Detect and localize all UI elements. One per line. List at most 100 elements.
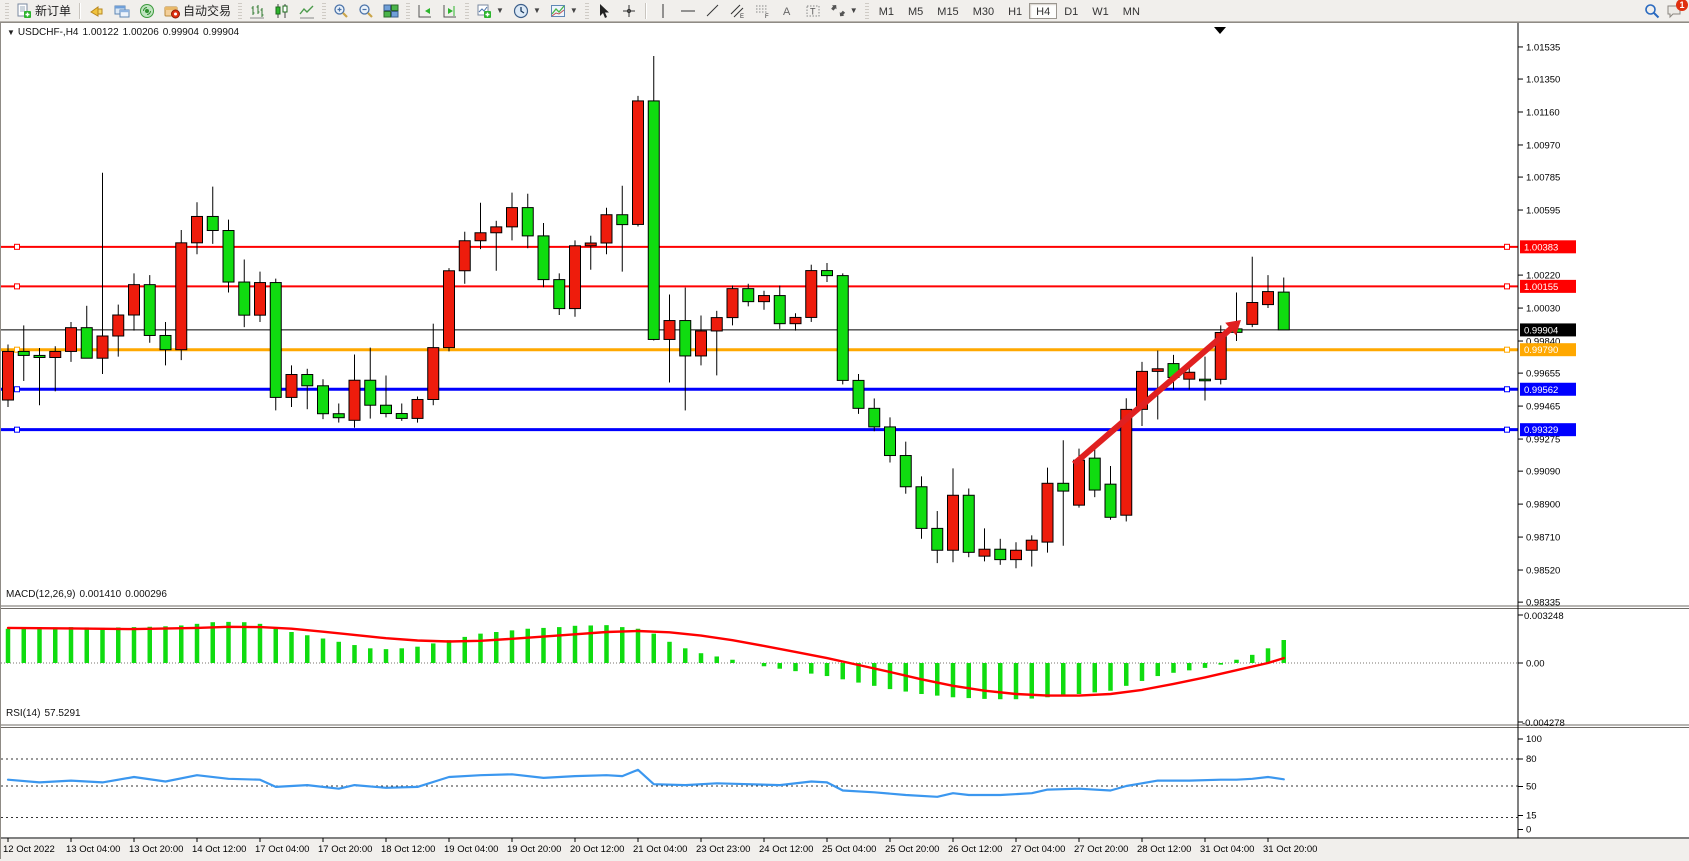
time-axis-area[interactable] — [1, 839, 1689, 861]
time-tick-label: 23 Oct 23:00 — [696, 844, 750, 855]
chevron-down-icon: ▼ — [7, 28, 15, 37]
equidistant-channel-button[interactable]: E — [726, 2, 750, 19]
terminal-windows-icon — [114, 5, 130, 17]
line-handle-pivot-orange[interactable] — [14, 346, 20, 353]
new-chart-button[interactable]: ▼ — [472, 2, 508, 19]
toolbar-grip[interactable] — [465, 2, 470, 19]
time-tick-label: 12 Oct 2022 — [3, 844, 55, 855]
timeframe-h1[interactable]: H1 — [1008, 5, 1023, 18]
candle-bear — [962, 494, 975, 553]
terminal-button[interactable] — [110, 2, 134, 19]
search-icon[interactable] — [1644, 3, 1660, 19]
text-label-button[interactable]: T — [801, 2, 825, 19]
price-line-label-box — [1520, 423, 1576, 437]
bar-chart-button[interactable] — [245, 2, 269, 19]
crosshair-button[interactable] — [617, 2, 641, 19]
timeframe-h4[interactable]: H4 — [1029, 2, 1058, 19]
new-order-button[interactable]: 新订单 — [12, 2, 75, 19]
price-line-label: 1.00155 — [1524, 282, 1558, 293]
timeframe-w1[interactable]: W1 — [1092, 5, 1109, 18]
candle-bull — [112, 314, 125, 337]
periods-icon — [513, 3, 529, 18]
timeframe-d1[interactable]: D1 — [1064, 5, 1079, 18]
chart-canvas[interactable]: 1.01535 1.01350 1.01160 1.00970 1.00785 1.005… — [1, 23, 1689, 861]
time-tick-label: 19 Oct 04:00 — [444, 844, 498, 855]
bar-close: 0.99904 — [202, 27, 240, 38]
toolbar-grip[interactable] — [238, 2, 243, 19]
toolbar-grip[interactable] — [864, 2, 869, 19]
line-chart-button[interactable] — [295, 2, 319, 19]
line-handle-support-1[interactable] — [14, 386, 20, 393]
fibonacci-button[interactable]: F — [751, 2, 775, 19]
candle-bear — [364, 379, 377, 406]
timeframe-m1[interactable]: M1 — [878, 5, 894, 18]
vertical-line-button[interactable] — [651, 2, 675, 19]
candle-bull — [474, 232, 487, 242]
periods-button[interactable]: ▼ — [509, 2, 545, 19]
price-line-label: 0.99904 — [1524, 325, 1558, 336]
candle-bear — [931, 527, 944, 551]
candle-bull — [1025, 539, 1038, 551]
trendline-button[interactable] — [701, 2, 725, 19]
signals-button[interactable] — [135, 2, 159, 19]
candle-bull — [1214, 332, 1227, 380]
candle-bull — [584, 242, 597, 247]
toolbar-grip[interactable] — [406, 2, 411, 19]
price-tick-label: 1.00785 — [1526, 173, 1560, 184]
text-button[interactable]: A — [776, 2, 800, 19]
symbol-label[interactable]: ▼ USDCHF-,H4 1.00122 1.00206 0.99904 0.99904 — [7, 27, 239, 38]
auto-scroll-button[interactable] — [413, 2, 437, 19]
toolbar-grip[interactable] — [322, 2, 327, 19]
line-handle-resistance-1[interactable] — [1504, 243, 1510, 250]
zoom-in-button[interactable] — [329, 2, 353, 19]
candle-bear — [994, 548, 1007, 561]
time-tick-label: 31 Oct 20:00 — [1263, 844, 1317, 855]
trend-arrow-line[interactable] — [1072, 324, 1236, 467]
arrows-button[interactable]: ▼ — [826, 2, 862, 19]
price-line-label-box — [1520, 382, 1576, 396]
macd-indicator-label: MACD(12,26,9) 0.001410 0.000296 — [6, 589, 167, 600]
zoom-out-button[interactable] — [354, 2, 378, 19]
fibonacci-icon: F — [755, 5, 769, 19]
trend-arrow-head[interactable] — [1225, 320, 1241, 336]
timeframe-m30[interactable]: M30 — [972, 5, 995, 18]
price-tick-label: 0.99840 — [1526, 337, 1560, 348]
line-handle-support-1[interactable] — [1504, 386, 1510, 393]
toolbar-grip[interactable] — [5, 2, 9, 19]
rsi-value: 57.5291 — [44, 708, 81, 719]
news-notification-button[interactable]: 1 — [1666, 0, 1688, 19]
cursor-button[interactable] — [592, 2, 616, 19]
templates-button[interactable]: ▼ — [546, 2, 582, 19]
chart-shift-marker[interactable] — [1214, 27, 1226, 34]
candle-bear — [836, 275, 849, 381]
candle-bear — [332, 413, 345, 419]
candle-bear — [742, 288, 755, 303]
rsi-axis-label: 50 — [1526, 782, 1537, 793]
candle-bear — [269, 282, 282, 398]
timeframe-mn[interactable]: MN — [1122, 5, 1140, 18]
autotrading-button[interactable]: 自动交易 — [160, 2, 235, 19]
candlestick-chart-button[interactable] — [270, 2, 294, 19]
line-handle-resistance-1[interactable] — [14, 243, 20, 250]
timeframe-m15[interactable]: M15 — [937, 5, 959, 18]
tile-windows-button[interactable] — [379, 2, 403, 19]
candle-bear — [80, 327, 93, 359]
market-watch-button[interactable] — [85, 2, 109, 19]
candle-bull — [758, 295, 770, 303]
bar-open: 1.00122 — [82, 27, 119, 38]
macd-main-value: 0.001410 — [79, 589, 122, 600]
candle-bull — [695, 330, 707, 357]
chart-shift-button[interactable] — [438, 2, 462, 19]
horizontal-line-button[interactable] — [676, 2, 700, 19]
line-handle-resistance-2[interactable] — [14, 283, 20, 290]
toolbar-grip[interactable] — [584, 2, 589, 19]
time-tick-label: 13 Oct 04:00 — [66, 844, 120, 855]
line-handle-pivot-orange[interactable] — [1504, 346, 1510, 353]
price-tick-label: 0.99465 — [1526, 402, 1560, 413]
line-handle-support-2[interactable] — [14, 426, 20, 433]
line-handle-resistance-2[interactable] — [1504, 283, 1510, 290]
time-tick-label: 27 Oct 04:00 — [1011, 844, 1065, 855]
line-handle-support-2[interactable] — [1504, 426, 1510, 433]
candle-bear — [884, 426, 896, 457]
timeframe-m5[interactable]: M5 — [908, 5, 924, 18]
